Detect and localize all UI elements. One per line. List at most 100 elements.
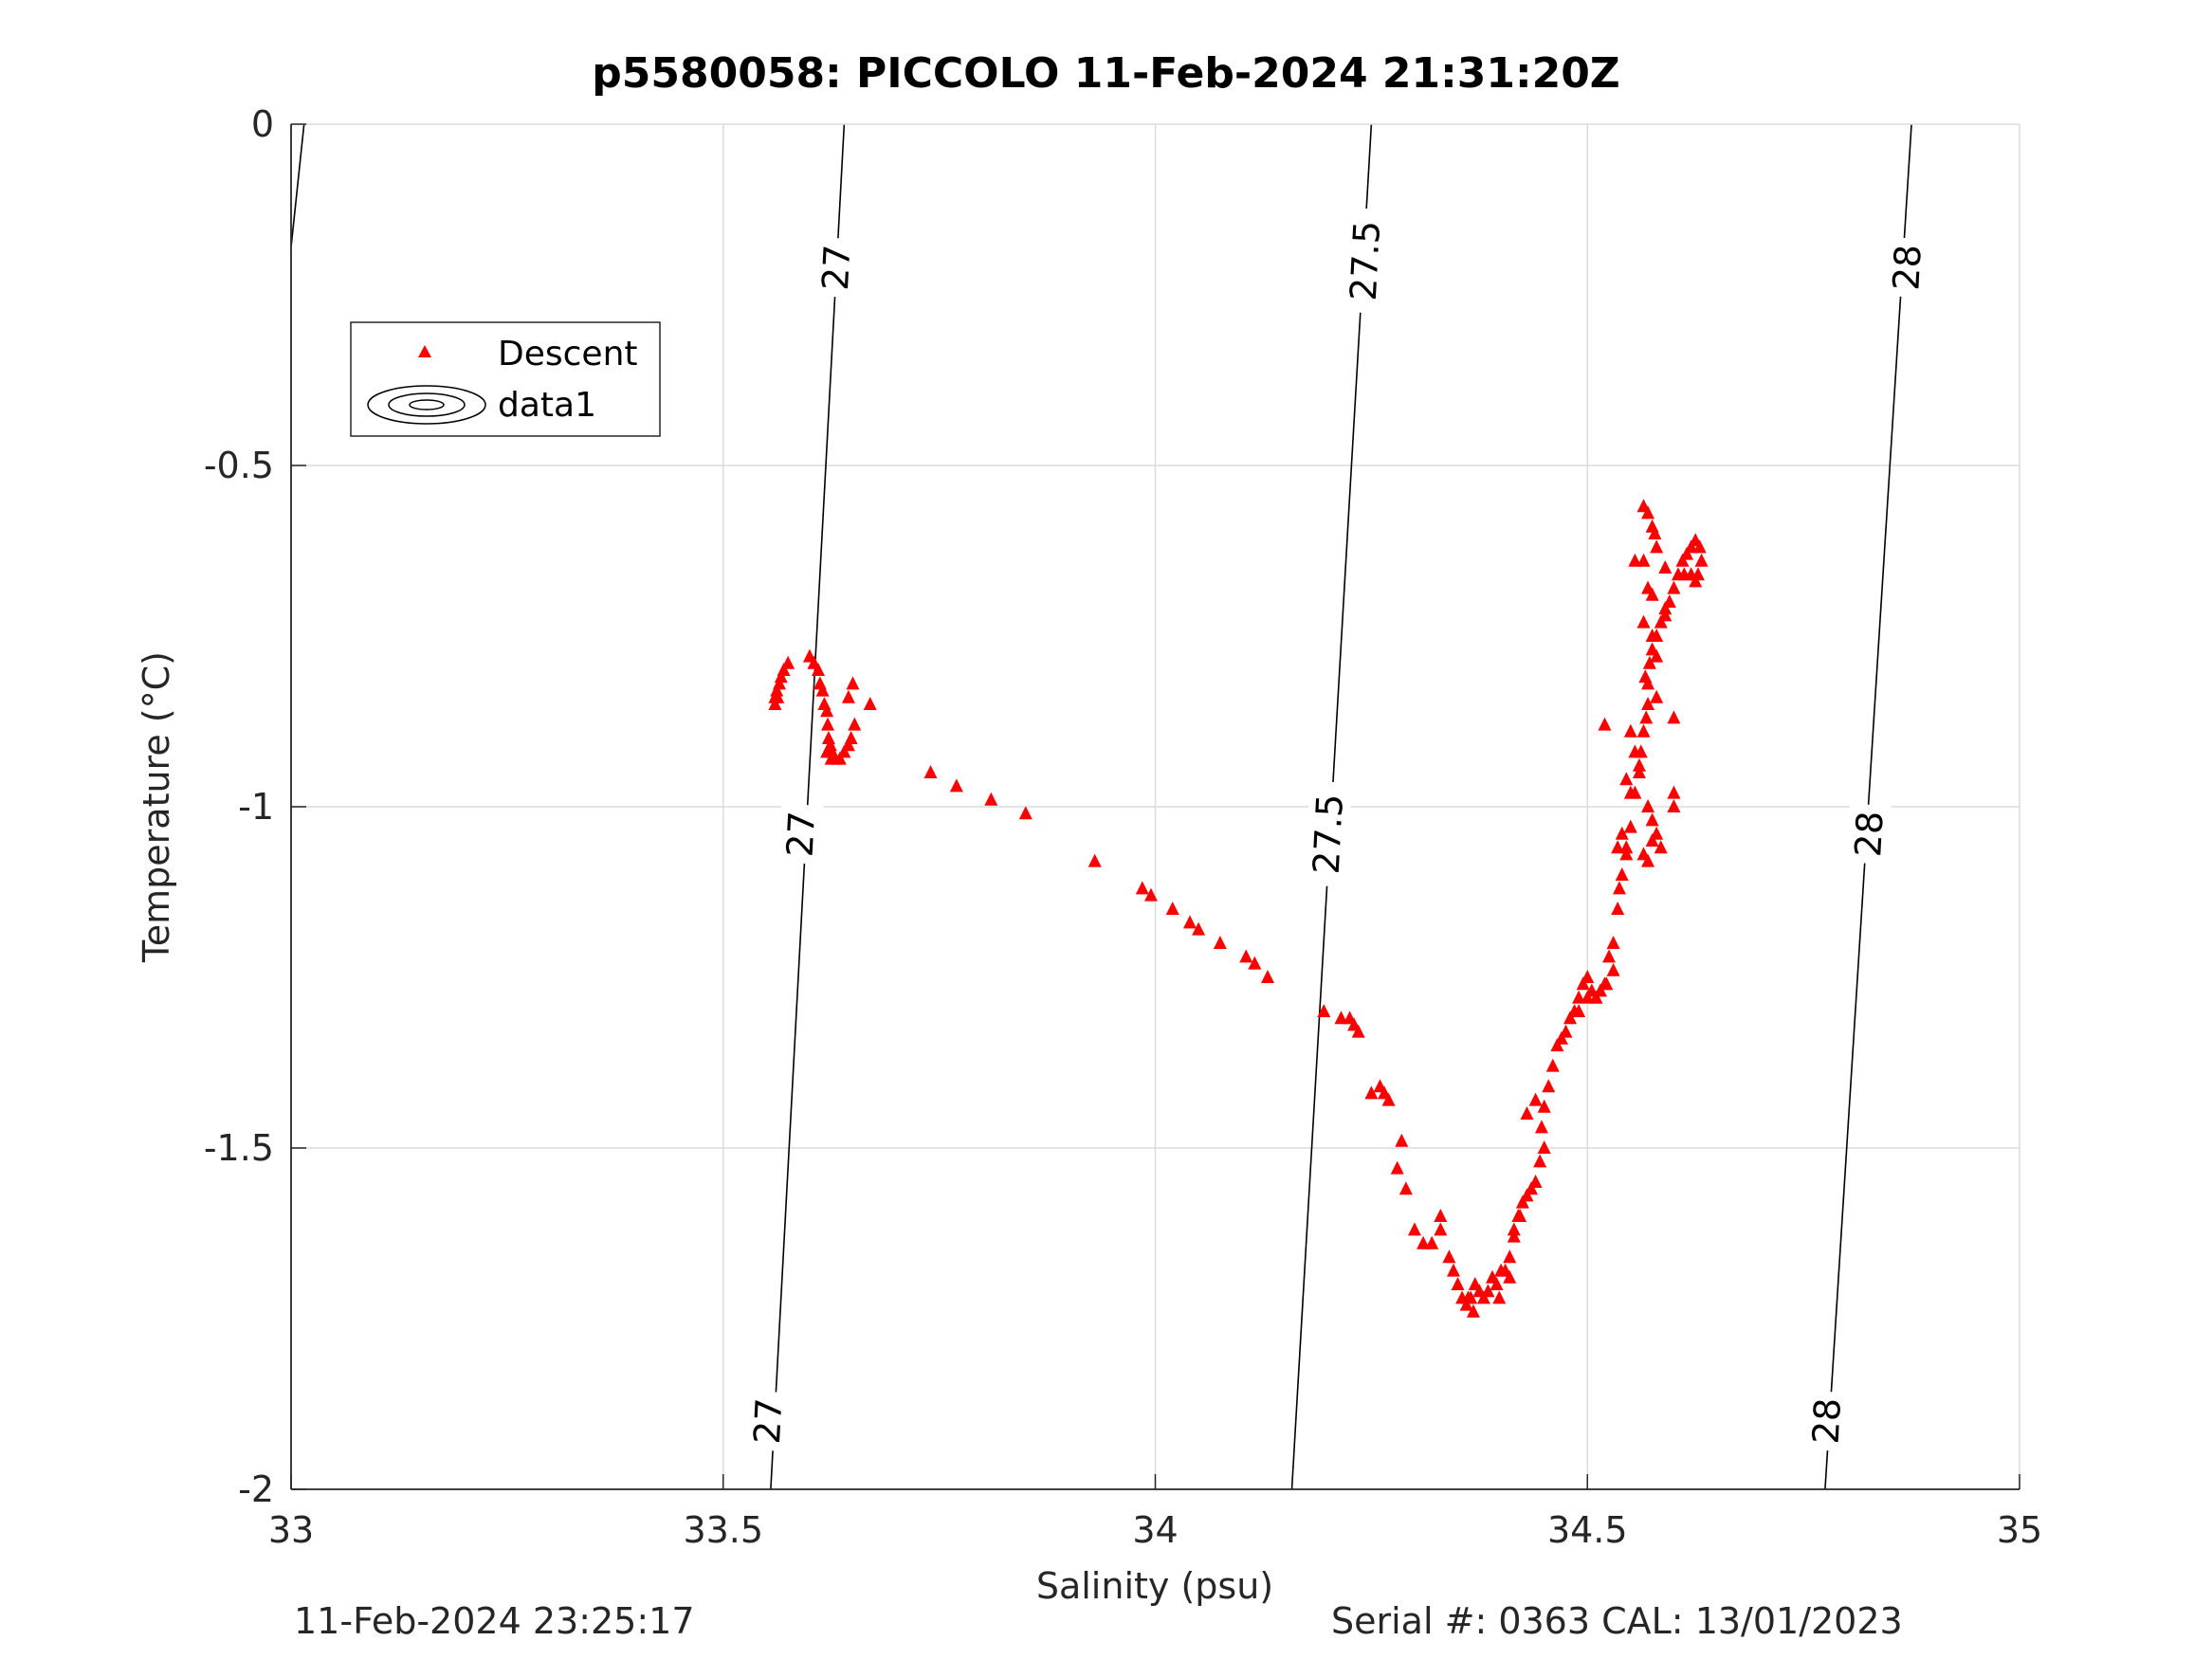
descent-point — [1645, 629, 1659, 642]
descent-point — [1615, 867, 1629, 881]
descent-point — [1650, 539, 1664, 554]
descent-point — [1581, 970, 1595, 983]
y-tick-label: -0.5 — [204, 445, 274, 486]
descent-point — [949, 778, 963, 793]
contour-label-bg — [1884, 237, 1930, 299]
descent-point — [1675, 553, 1690, 567]
contour-label-bg — [1304, 780, 1352, 887]
descent-point — [1641, 799, 1655, 812]
descent-point — [1461, 1290, 1475, 1304]
descent-point — [781, 655, 795, 669]
contour-label-text: 27.5 — [1343, 220, 1388, 302]
descent-point — [846, 676, 860, 690]
descent-point — [1623, 723, 1637, 738]
descent-point — [1550, 1038, 1564, 1051]
descent-point — [1239, 949, 1253, 963]
descent-point — [1513, 1209, 1527, 1222]
descent-point — [1018, 806, 1033, 820]
descent-point — [1143, 887, 1158, 902]
descent-point — [1533, 1154, 1547, 1168]
descent-point — [1466, 1304, 1480, 1318]
descent-point — [1694, 553, 1709, 567]
axis-ticks: 33 33.5 34 34.5 35 0 -0.5 -1 -1.5 -2 — [204, 103, 2042, 1551]
descent-point — [832, 751, 847, 765]
descent-point — [1623, 785, 1637, 799]
contour-label-text: 27.5 — [1306, 793, 1351, 875]
descent-point — [923, 765, 938, 778]
y-tick-label: -1.5 — [204, 1127, 274, 1169]
descent-point — [1611, 902, 1625, 915]
contour-label: 27 — [814, 237, 859, 299]
descent-point — [1537, 1140, 1551, 1154]
descent-point — [1503, 1269, 1517, 1284]
descent-point — [1520, 1106, 1534, 1120]
x-tick-label: 34.5 — [1547, 1509, 1628, 1551]
descent-point — [771, 689, 785, 703]
descent-point — [1636, 723, 1651, 738]
legend: Descent data1 — [350, 321, 661, 437]
contour-label-bg — [1342, 207, 1389, 315]
descent-point — [1658, 601, 1673, 615]
descent-point — [1645, 833, 1659, 847]
descent-point — [1192, 921, 1206, 936]
descent-point — [1654, 614, 1668, 629]
axes-box — [290, 123, 2020, 1490]
descent-point — [815, 683, 830, 697]
descent-point — [1589, 990, 1603, 1004]
descent-point — [1492, 1290, 1507, 1304]
descent-point — [1667, 580, 1681, 594]
descent-point — [1260, 970, 1274, 983]
descent-point — [841, 738, 855, 752]
descent-point — [1598, 717, 1612, 731]
contour-label-text: 27 — [779, 811, 823, 859]
descent-point — [1641, 853, 1655, 867]
descent-point — [1476, 1290, 1490, 1304]
footer-timestamp: 11-Feb-2024 23:25:17 — [294, 1600, 695, 1642]
contour-label-text: 28 — [1885, 244, 1929, 292]
y-tick-label: -2 — [238, 1468, 274, 1510]
legend-descent-label: Descent — [498, 335, 638, 374]
descent-point — [1520, 1188, 1534, 1202]
descent-point — [1503, 1249, 1517, 1264]
contour-label-text: 27 — [814, 244, 858, 292]
descent-point — [1662, 594, 1676, 608]
descent-point — [770, 683, 784, 697]
descent-point — [1417, 1235, 1431, 1249]
descent-point — [1689, 574, 1703, 588]
contour-label-text: 28 — [1805, 1397, 1849, 1446]
descent-point — [1559, 1024, 1573, 1038]
descent-point — [1545, 1058, 1560, 1072]
descent-point — [1425, 1235, 1439, 1249]
descent-point — [1528, 1092, 1543, 1106]
descent-point — [824, 751, 838, 765]
descent-point — [1364, 1085, 1379, 1100]
contour-label: 27.5 — [1304, 780, 1352, 887]
descent-point — [1628, 553, 1642, 567]
contour-label-bg — [1846, 803, 1892, 865]
legend-contour-icon — [367, 385, 486, 425]
y-axis-label: Temperature (°C) — [136, 651, 177, 963]
descent-point — [844, 731, 858, 744]
descent-point — [837, 744, 851, 758]
descent-point — [1650, 689, 1664, 703]
descent-point — [1636, 553, 1651, 567]
grid-lines — [291, 124, 2020, 1489]
descent-point — [1572, 990, 1586, 1004]
descent-point — [1667, 785, 1681, 799]
descent-point — [1165, 902, 1179, 915]
descent-point — [777, 663, 791, 676]
descent-point — [1542, 1079, 1556, 1093]
descent-point — [1398, 1181, 1413, 1195]
descent-point — [1648, 526, 1662, 539]
y-tick-label: 0 — [251, 103, 274, 145]
footer-serial-cal: Serial #: 0363 CAL: 13/01/2023 — [1331, 1600, 1903, 1642]
descent-point — [1581, 990, 1595, 1004]
x-tick-label: 34 — [1132, 1509, 1178, 1551]
descent-point — [1507, 1229, 1521, 1243]
contour-label: 28 — [1804, 1390, 1850, 1452]
descent-point — [1434, 1222, 1448, 1236]
descent-point — [772, 676, 786, 690]
x-tick-label: 33.5 — [683, 1509, 763, 1551]
descent-point — [1554, 1030, 1568, 1045]
